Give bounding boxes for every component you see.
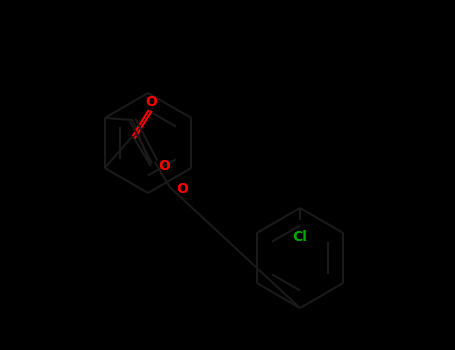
Text: O: O [177, 182, 188, 196]
Text: O: O [159, 159, 171, 173]
Text: Cl: Cl [293, 230, 308, 244]
Text: O: O [145, 95, 157, 109]
